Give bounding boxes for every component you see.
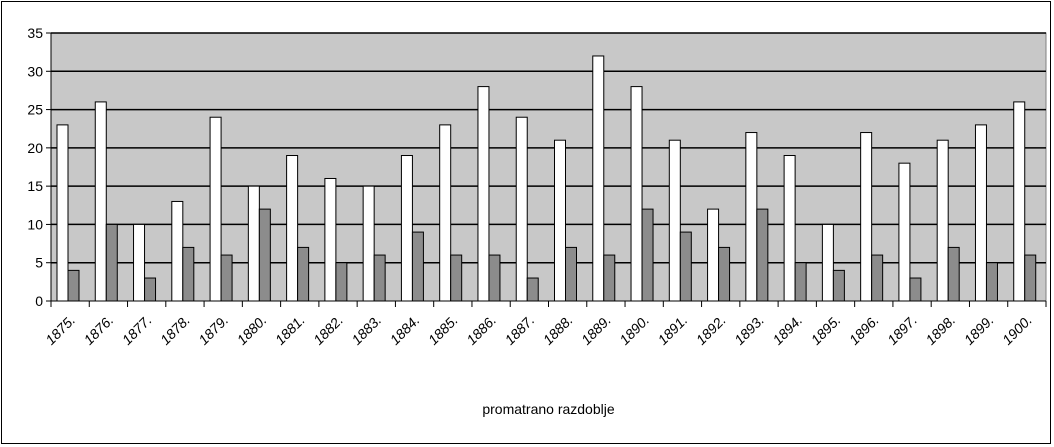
x-tick-label: 1879. (195, 312, 231, 348)
bar-series-2 (144, 277, 157, 302)
bar-series-2 (182, 246, 195, 302)
bar-series-1 (898, 162, 911, 302)
x-tick-label: 1875. (42, 312, 78, 348)
x-axis: 1875. 1876. 1877. 1878. 1879. 1880. 1881. 1882.… (42, 300, 1047, 348)
bar-series-1 (707, 208, 720, 302)
bar-series-1 (592, 55, 605, 302)
bar-series-2 (909, 277, 922, 302)
bar-series-2 (411, 231, 424, 302)
y-tick-label: 0 (35, 293, 43, 309)
y-tick-label: 30 (27, 63, 43, 79)
x-tick-label: 1894. (769, 312, 805, 348)
bar-series-1 (324, 177, 337, 302)
bar-series-1 (515, 116, 528, 302)
x-tick-label: 1886. (463, 312, 499, 348)
y-tick-label: 5 (35, 255, 43, 271)
x-tick-label: 1898. (922, 312, 958, 348)
x-tick-label: 1882. (310, 312, 346, 348)
bar-series-2 (488, 254, 501, 302)
bar-series-1 (783, 155, 796, 302)
y-tick-label: 25 (27, 102, 43, 118)
bar-series-2 (679, 231, 692, 302)
bar-series-2 (526, 277, 539, 302)
y-tick-label: 15 (27, 178, 43, 194)
bar-series-2 (794, 262, 807, 302)
bar-series-2 (450, 254, 463, 302)
x-axis-title: promatrano razdoblje (482, 401, 615, 417)
bar-series-2 (297, 246, 310, 302)
bar-series-1 (94, 101, 107, 302)
bar-series-1 (362, 185, 375, 302)
y-axis: 0 5 10 15 20 25 30 35 (27, 25, 52, 309)
bar-series-2 (641, 208, 654, 302)
bar-series-1 (821, 223, 834, 302)
y-tick-label: 10 (27, 216, 43, 232)
x-tick-label: 1896. (846, 312, 882, 348)
x-tick-label: 1893. (731, 312, 767, 348)
bar-series-2 (985, 262, 998, 302)
y-tick-label: 20 (27, 140, 43, 156)
x-tick-label: 1878. (157, 312, 193, 348)
bar-series-2 (335, 262, 348, 302)
bar-series-1 (171, 200, 184, 302)
bar-series-1 (1013, 101, 1026, 302)
x-tick-label: 1897. (884, 312, 920, 348)
plot-area (50, 32, 1047, 302)
bar-series-1 (974, 124, 987, 302)
x-tick-label: 1889. (578, 312, 614, 348)
bar-series-1 (247, 185, 260, 302)
bar-series-1 (209, 116, 222, 302)
bar-series-2 (603, 254, 616, 302)
x-tick-label: 1876. (80, 312, 116, 348)
bar-series-2 (220, 254, 233, 302)
x-tick-label: 1900. (999, 312, 1035, 348)
bar-series-2 (565, 246, 577, 302)
bar-series-2 (373, 254, 386, 302)
bar-series-1 (286, 155, 299, 302)
x-tick-label: 1895. (808, 312, 844, 348)
x-tick-label: 1899. (961, 312, 997, 348)
y-tick-label: 35 (27, 25, 43, 41)
bar-series-2 (832, 269, 845, 302)
x-tick-label: 1890. (616, 312, 652, 348)
bar-series-2 (105, 223, 118, 302)
x-tick-label: 1892. (693, 312, 729, 348)
x-tick-label: 1887. (501, 312, 537, 348)
bar-series-1 (936, 139, 949, 302)
x-tick-label: 1877. (119, 312, 155, 348)
bar-series-2 (718, 246, 731, 302)
x-tick-label: 1888. (540, 312, 576, 348)
bar-series-2 (67, 269, 80, 302)
bar-series-2 (871, 254, 884, 302)
bar-series-2 (947, 246, 960, 302)
bar-series-1 (400, 155, 413, 302)
x-tick-label: 1891. (654, 312, 690, 348)
bar-series-1 (439, 124, 452, 302)
bar-series-1 (133, 223, 146, 302)
x-tick-label: 1880. (234, 312, 270, 348)
bar-series-1 (56, 124, 69, 302)
x-tick-label: 1883. (348, 312, 384, 348)
bar-series-1 (668, 139, 681, 302)
bar-series-1 (554, 139, 566, 302)
bar-series-2 (1024, 254, 1037, 302)
bar-series-1 (630, 86, 643, 302)
bar-series-2 (756, 208, 769, 302)
bar-series-1 (745, 132, 758, 302)
bar-series-1 (477, 86, 490, 302)
x-tick-label: 1885. (425, 312, 461, 348)
x-tick-label: 1884. (387, 312, 423, 348)
x-tick-label: 1881. (272, 312, 308, 348)
bar-series-1 (860, 132, 873, 302)
bar-series-2 (258, 208, 271, 302)
